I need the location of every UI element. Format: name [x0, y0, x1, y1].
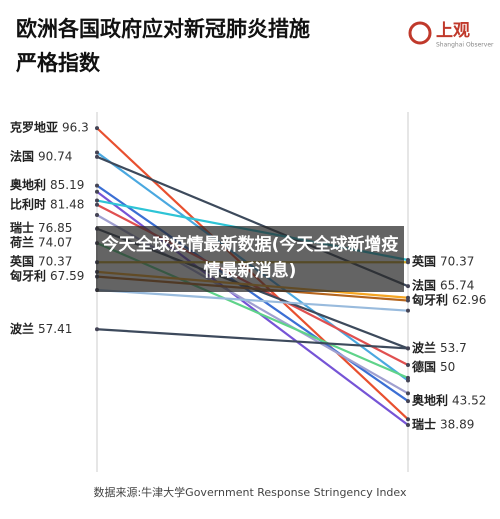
right-name: 匈牙利	[411, 292, 448, 307]
dot	[406, 260, 410, 265]
dot	[406, 284, 410, 289]
left-value: 96.3	[62, 121, 89, 135]
dot	[406, 375, 410, 380]
left-name: 匈牙利	[9, 268, 46, 283]
dot	[406, 298, 410, 303]
right-name: 奥地利	[412, 393, 448, 408]
dot	[406, 362, 410, 367]
left-value: 90.74	[38, 149, 72, 163]
slope-line	[96, 184, 409, 402]
left-value: 74.07	[38, 236, 72, 250]
left-value: 76.85	[38, 221, 72, 235]
logo: 上观	[436, 21, 470, 41]
dot	[95, 198, 99, 203]
dot	[406, 308, 410, 313]
dot	[95, 183, 99, 188]
dot	[406, 346, 410, 351]
banner-box: 今天全球疫情最新数据(今天全球新增疫情最新消息)	[101, 235, 399, 281]
banner: 今天全球疫情最新数据(今天全球新增疫情最新消息)	[101, 235, 399, 281]
dot	[406, 295, 410, 300]
left-value: 81.48	[50, 197, 84, 211]
right-name: 德国	[412, 359, 436, 374]
left-name: 波兰	[10, 321, 34, 336]
dot	[95, 189, 99, 194]
dot	[95, 150, 99, 155]
left-name: 比利时	[10, 196, 46, 211]
left-name: 英国	[10, 254, 34, 269]
dot	[95, 202, 99, 207]
dot	[95, 327, 99, 332]
left-value: 67.59	[50, 269, 84, 283]
dot	[95, 154, 99, 159]
left-value: 70.37	[38, 255, 72, 269]
right-value: 38.89	[440, 418, 474, 432]
logo-sub: Shanghai Observer	[436, 42, 494, 49]
title: 欧洲各国政府应对新冠肺炎措施	[16, 17, 310, 41]
dot	[406, 417, 410, 422]
right-value: 43.52	[452, 394, 486, 408]
right-value: 65.74	[440, 279, 474, 293]
right-name: 瑞士	[412, 417, 436, 432]
source: 数据来源:牛津大学Government Response Stringency …	[93, 485, 407, 499]
right-name: 波兰	[412, 340, 436, 355]
slope-line	[96, 328, 409, 350]
labels: 克罗地亚 96.3 法国 90.74 奥地利 85.19 比利时 81.48 瑞士 76.85 荷兰…	[9, 120, 486, 432]
right-value: 70.37	[440, 255, 474, 269]
title: 严格指数	[16, 51, 101, 75]
dot	[406, 423, 410, 428]
banner-bg	[96, 226, 404, 292]
logo-icon	[408, 21, 432, 45]
right-value: 50	[440, 360, 455, 374]
right-value: 62.96	[452, 293, 486, 307]
left-name: 瑞士	[10, 220, 34, 235]
right-name: 法国	[412, 278, 436, 293]
left-name: 奥地利	[10, 177, 46, 192]
right-name: 英国	[412, 254, 436, 269]
dot	[406, 391, 410, 396]
left-value: 85.19	[50, 178, 84, 192]
left-name: 法国	[10, 148, 34, 163]
dot	[95, 213, 99, 218]
slope-line	[96, 288, 409, 312]
dot	[406, 399, 410, 404]
left-value: 57.41	[38, 322, 72, 336]
left-name: 荷兰	[9, 235, 34, 250]
left-name: 克罗地亚	[10, 120, 58, 135]
dot	[95, 126, 99, 131]
right-value: 53.7	[440, 341, 467, 355]
